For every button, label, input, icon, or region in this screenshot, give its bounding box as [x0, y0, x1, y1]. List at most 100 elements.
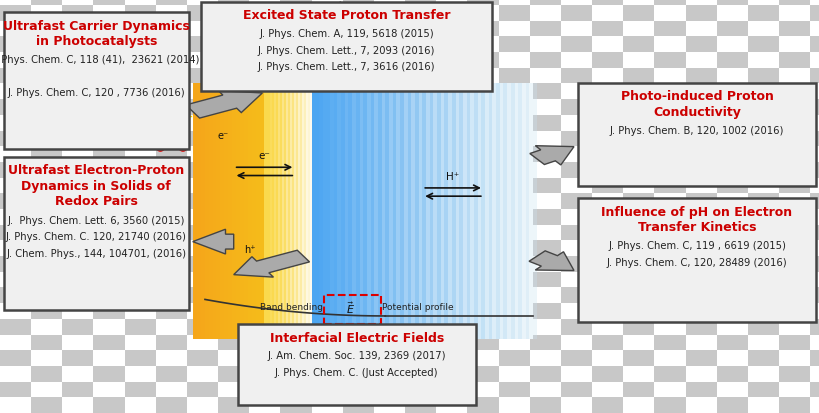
Bar [0, 146, 31, 162]
Bar [224, 83, 230, 339]
Bar [373, 146, 405, 162]
Bar [324, 295, 381, 324]
Bar [218, 256, 249, 272]
Bar [156, 178, 187, 193]
Bar [405, 21, 436, 36]
Bar [467, 162, 498, 178]
Bar [467, 287, 498, 303]
Bar [467, 5, 498, 21]
Bar [124, 272, 156, 287]
Bar [311, 68, 342, 83]
Text: Ultrafast Carrier Dynamics
in Photocatalysts: Ultrafast Carrier Dynamics in Photocatal… [3, 20, 189, 48]
Bar [280, 99, 311, 115]
Bar [467, 209, 498, 225]
Bar [747, 335, 778, 350]
Bar [467, 272, 498, 287]
Bar [591, 21, 622, 36]
Bar [400, 83, 410, 339]
Bar [654, 83, 685, 99]
Bar [218, 366, 249, 382]
Bar [591, 146, 622, 162]
Bar [187, 350, 218, 366]
Bar [311, 52, 342, 68]
Bar [510, 83, 521, 339]
Bar [654, 131, 685, 146]
Bar [93, 131, 124, 146]
Bar [436, 209, 467, 225]
Bar [311, 303, 342, 319]
Bar [498, 115, 529, 131]
Bar [716, 131, 747, 146]
Bar [311, 131, 342, 146]
Bar [529, 287, 560, 303]
Text: J. Phys. Chem. Lett., 7, 2093 (2016): J. Phys. Chem. Lett., 7, 2093 (2016) [257, 46, 435, 56]
Bar [716, 303, 747, 319]
Bar [467, 0, 498, 5]
Bar [244, 83, 250, 339]
Bar [778, 0, 809, 5]
Bar [187, 382, 218, 397]
Bar [62, 382, 93, 397]
Bar [622, 21, 654, 36]
Bar [529, 115, 560, 131]
Bar [809, 21, 819, 36]
Bar [467, 303, 498, 319]
Bar [93, 272, 124, 287]
Bar [342, 397, 373, 413]
Bar [212, 83, 218, 339]
Bar [436, 115, 467, 131]
Bar [498, 0, 529, 5]
Bar [436, 178, 467, 193]
Bar [218, 115, 249, 131]
Bar [405, 397, 436, 413]
Bar [467, 21, 498, 36]
Circle shape [120, 170, 150, 185]
Bar [778, 287, 809, 303]
Bar [342, 303, 373, 319]
Bar [0, 287, 31, 303]
Bar [0, 303, 31, 319]
Bar [156, 21, 187, 36]
Bar [591, 162, 622, 178]
Bar [685, 272, 716, 287]
Bar [218, 350, 249, 366]
Bar [280, 240, 311, 256]
Bar [451, 83, 462, 339]
Bar [809, 131, 819, 146]
Bar [467, 256, 498, 272]
Bar [436, 5, 467, 21]
Bar [93, 178, 124, 193]
FancyBboxPatch shape [201, 2, 491, 91]
Bar [0, 52, 31, 68]
Bar [249, 99, 280, 115]
Bar [560, 115, 591, 131]
Bar [156, 68, 187, 83]
Bar [311, 193, 342, 209]
Bar [31, 36, 62, 52]
Bar [436, 303, 467, 319]
Bar [280, 131, 311, 146]
Bar [809, 272, 819, 287]
Bar [654, 209, 685, 225]
Bar [373, 21, 405, 36]
Polygon shape [186, 91, 262, 118]
Bar [622, 272, 654, 287]
Bar [187, 115, 218, 131]
Bar [436, 397, 467, 413]
Bar [280, 397, 311, 413]
Bar [218, 5, 249, 21]
Bar [622, 319, 654, 335]
Bar [622, 335, 654, 350]
Polygon shape [233, 250, 309, 277]
Bar [373, 256, 405, 272]
Bar [407, 83, 418, 339]
Bar [498, 287, 529, 303]
Bar [218, 382, 249, 397]
Bar [436, 162, 467, 178]
Bar [156, 36, 187, 52]
Bar [31, 209, 62, 225]
Bar [0, 131, 31, 146]
Bar [342, 382, 373, 397]
Bar [373, 382, 405, 397]
Bar [405, 52, 436, 68]
